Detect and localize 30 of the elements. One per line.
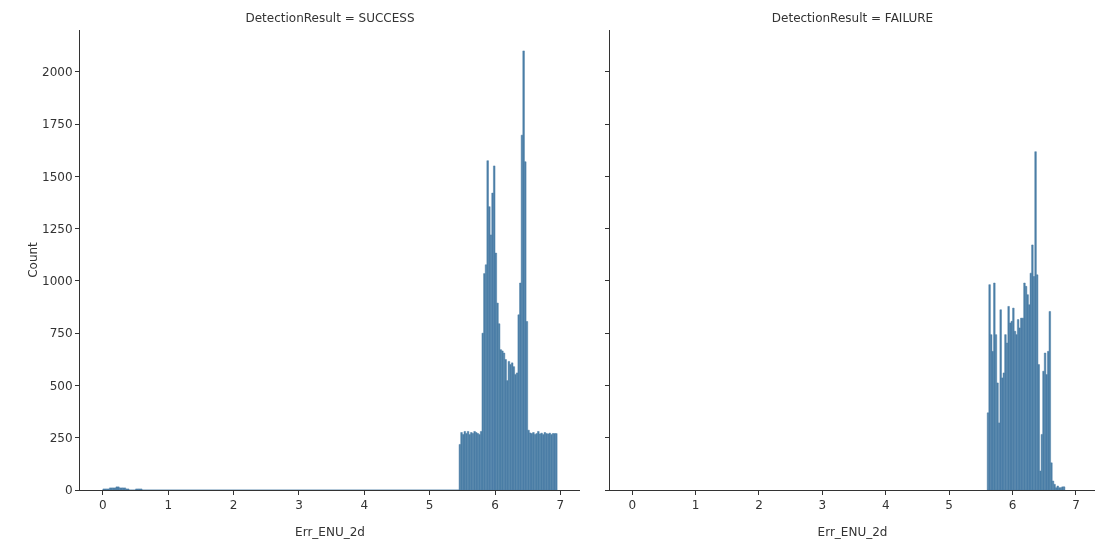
x-tick-label: 1 (691, 498, 700, 513)
x-tick-label: 1 (164, 498, 173, 513)
x-tick-label: 2 (229, 498, 238, 513)
chart-title: DetectionResult = SUCCESS (245, 11, 415, 26)
y-tick-label: 2000 (42, 65, 73, 80)
y-tick-label: 250 (49, 430, 73, 445)
y-tick-label: 1000 (42, 274, 73, 289)
x-tick-label: 3 (818, 498, 827, 513)
x-axis-title: Err_ENU_2d (295, 525, 365, 539)
x-tick-label: 6 (491, 498, 499, 513)
x-tick-label: 6 (1008, 498, 1017, 513)
x-tick-label: 0 (628, 498, 637, 513)
y-tick-label: 1750 (42, 117, 73, 132)
x-tick-label: 3 (295, 498, 303, 513)
x-tick-label: 5 (945, 498, 953, 513)
x-tick-label: 7 (1072, 498, 1080, 513)
x-tick-label: 7 (556, 498, 565, 513)
y-tick-label: 500 (49, 378, 73, 393)
chart-title: DetectionResult = FAILURE (771, 11, 934, 26)
y-tick-label: 0 (64, 483, 73, 498)
y-tick-label: 1250 (42, 221, 73, 236)
x-tick-label: 4 (881, 498, 890, 513)
x-axis-title: Err_ENU_2d (817, 525, 888, 539)
y-tick-label: 750 (49, 326, 73, 341)
y-tick-label: 1500 (42, 169, 73, 184)
x-tick-label: 2 (755, 498, 763, 513)
x-tick-label: 4 (360, 498, 369, 513)
y-axis-title: Count (26, 241, 41, 278)
x-tick-label: 0 (99, 498, 107, 513)
x-tick-label: 5 (425, 498, 434, 513)
